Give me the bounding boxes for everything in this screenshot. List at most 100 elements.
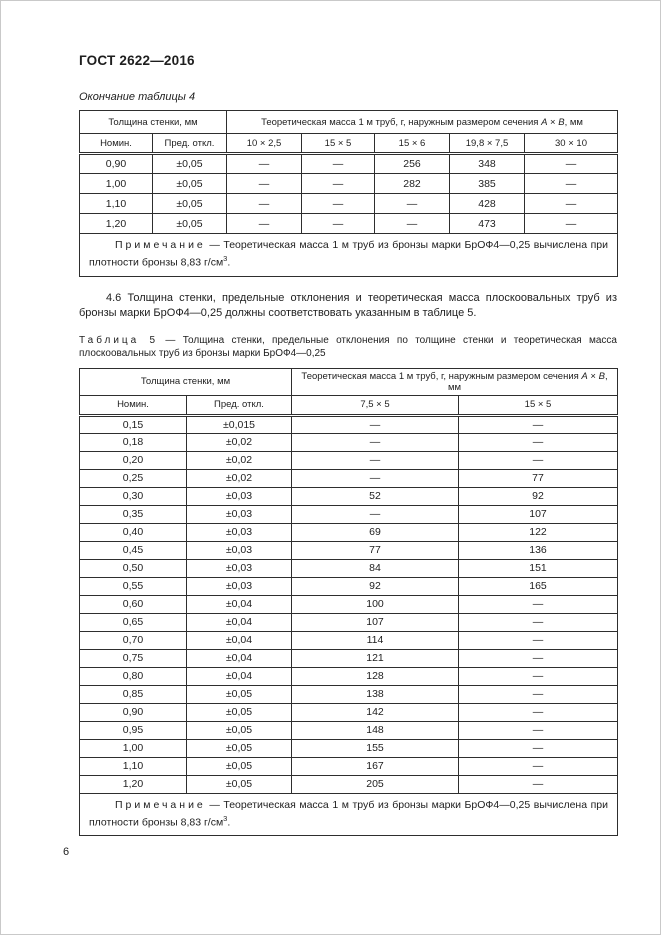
table-cell: — xyxy=(524,193,618,214)
table-cell: 155 xyxy=(291,738,459,758)
table-row: 0,85 ±0,05 138— xyxy=(79,684,619,704)
table-row: 0,55 ±0,03 92 165 xyxy=(79,576,619,596)
table-cell: ±0,05 xyxy=(152,213,227,234)
column-header: 30 × 10 xyxy=(524,133,618,155)
mass-header-suffix: , мм xyxy=(447,370,608,393)
table-cell: 0,90 xyxy=(79,702,187,722)
table-cell: — xyxy=(457,594,619,614)
table-cell: — xyxy=(457,702,619,722)
table-cell: ±0,04 xyxy=(186,648,292,668)
table-cell: 0,40 xyxy=(79,522,187,542)
table-cell: — xyxy=(301,153,375,174)
page-number: 6 xyxy=(63,846,70,858)
table-cell: 107 xyxy=(291,612,459,632)
table-cell: ±0,03 xyxy=(186,486,292,506)
table-cell: ±0,02 xyxy=(186,432,292,452)
column-header: 15 × 5 xyxy=(457,394,619,417)
table-cell: — xyxy=(457,414,619,434)
table-cell: 1,10 xyxy=(79,756,187,776)
table5-note: Примечание — Теоретическая масса 1 м тру… xyxy=(78,792,619,836)
table-cell: ±0,05 xyxy=(186,756,292,776)
table-cell: — xyxy=(226,193,302,214)
column-header: 15 × 5 xyxy=(301,133,375,155)
dim-b: B xyxy=(558,116,565,128)
table-cell: — xyxy=(524,153,618,174)
table5-subheader-row: Номин. Пред. откл. 7,5 × 5 15 × 5 xyxy=(79,394,619,417)
table-cell: 92 xyxy=(291,576,459,596)
table-row: 0,95 ±0,05 148— xyxy=(79,720,619,740)
table4-caption: Окончание таблицы 4 xyxy=(79,91,196,103)
table-cell: 0,50 xyxy=(79,558,187,578)
table-row: 0,70 ±0,04 114— xyxy=(79,630,619,650)
table-cell: 0,90 xyxy=(79,153,153,174)
table-row: 1,20 ±0,05— — —473— xyxy=(79,213,618,234)
note-superscript: 3 xyxy=(223,254,228,263)
table-cell: ±0,03 xyxy=(186,504,292,524)
table-cell: — xyxy=(291,468,459,488)
table-cell: 0,75 xyxy=(79,648,187,668)
table-row: 0,15 ±0,015— — xyxy=(79,414,619,434)
table5-caption-label: Таблица 5 xyxy=(79,334,159,346)
table-cell: — xyxy=(457,684,619,704)
table-cell: 122 xyxy=(457,522,619,542)
column-header: 7,5 × 5 xyxy=(291,394,459,417)
table-cell: ±0,05 xyxy=(186,720,292,740)
table-cell: 128 xyxy=(291,666,459,686)
table-cell: 77 xyxy=(291,540,459,560)
table-row: 0,75 ±0,04 121— xyxy=(79,648,619,668)
table-cell: 148 xyxy=(291,720,459,740)
table-row: 1,10 ±0,05— — —428— xyxy=(79,193,618,214)
dim-b: B xyxy=(598,370,605,382)
table-cell: 136 xyxy=(457,540,619,560)
table-cell: — xyxy=(291,504,459,524)
table-row: 0,80 ±0,04 128— xyxy=(79,666,619,686)
table-cell: 52 xyxy=(291,486,459,506)
table-cell: 69 xyxy=(291,522,459,542)
table-cell: — xyxy=(301,173,375,194)
table-cell: ±0,05 xyxy=(186,774,292,794)
table-cell: ±0,03 xyxy=(186,558,292,578)
table-cell: 84 xyxy=(291,558,459,578)
table-cell: ±0,02 xyxy=(186,468,292,488)
table-cell: ±0,04 xyxy=(186,594,292,614)
table-row: 0,20 ±0,02— — xyxy=(79,450,619,470)
note-text: — Теоретическая масса 1 м труб из бронзы… xyxy=(89,239,608,269)
table-cell: 205 xyxy=(291,774,459,794)
table-row: 0,35 ±0,03—107 xyxy=(79,504,619,524)
table-cell: — xyxy=(457,450,619,470)
table-cell: ±0,05 xyxy=(186,738,292,758)
dim-a: A xyxy=(541,116,548,128)
table-row: 0,60 ±0,04 100— xyxy=(79,594,619,614)
doc-number: ГОСТ 2622—2016 xyxy=(79,53,195,68)
table-cell: — xyxy=(301,213,375,234)
mass-header-suffix: , мм xyxy=(564,116,583,128)
table-cell: 100 xyxy=(291,594,459,614)
table-cell: 0,80 xyxy=(79,666,187,686)
table-cell: 0,85 xyxy=(79,684,187,704)
table5-thickness-group-header: Толщина стенки, мм xyxy=(79,367,292,396)
table-row: 0,90 ±0,05— —256 348— xyxy=(79,153,618,174)
table-cell: — xyxy=(374,193,450,214)
table-cell: 92 xyxy=(457,486,619,506)
table-cell: 0,55 xyxy=(79,576,187,596)
table-cell: 0,15 xyxy=(79,414,187,434)
table-cell: 77 xyxy=(457,468,619,488)
table-cell: 121 xyxy=(291,648,459,668)
table-cell: — xyxy=(291,450,459,470)
table-cell: ±0,05 xyxy=(152,173,227,194)
table-row: 0,30 ±0,03 52 92 xyxy=(79,486,619,506)
table-cell: 0,60 xyxy=(79,594,187,614)
note-text: — Теоретическая масса 1 м труб из бронзы… xyxy=(89,798,609,829)
table-cell: 1,10 xyxy=(79,193,153,214)
table4-note-row: Примечание — Теоретическая масса 1 м тру… xyxy=(79,233,618,277)
table5-mass-group-header: Теоретическая масса 1 м труб, г, наружны… xyxy=(290,367,619,396)
table-cell: 473 xyxy=(449,213,525,234)
table4-subheader-row: Номин. Пред. откл. 10 × 2,5 15 × 5 15 × 6 19,… xyxy=(79,133,618,155)
table-cell: ±0,04 xyxy=(186,612,292,632)
table-cell: ±0,05 xyxy=(186,684,292,704)
mass-header-prefix: Теоретическая масса 1 м труб, г, наружны… xyxy=(261,116,542,128)
column-header: Номин. xyxy=(79,394,187,417)
column-header: Пред. откл. xyxy=(152,133,227,155)
table-cell: 151 xyxy=(457,558,619,578)
dim-sep: × xyxy=(587,370,599,382)
